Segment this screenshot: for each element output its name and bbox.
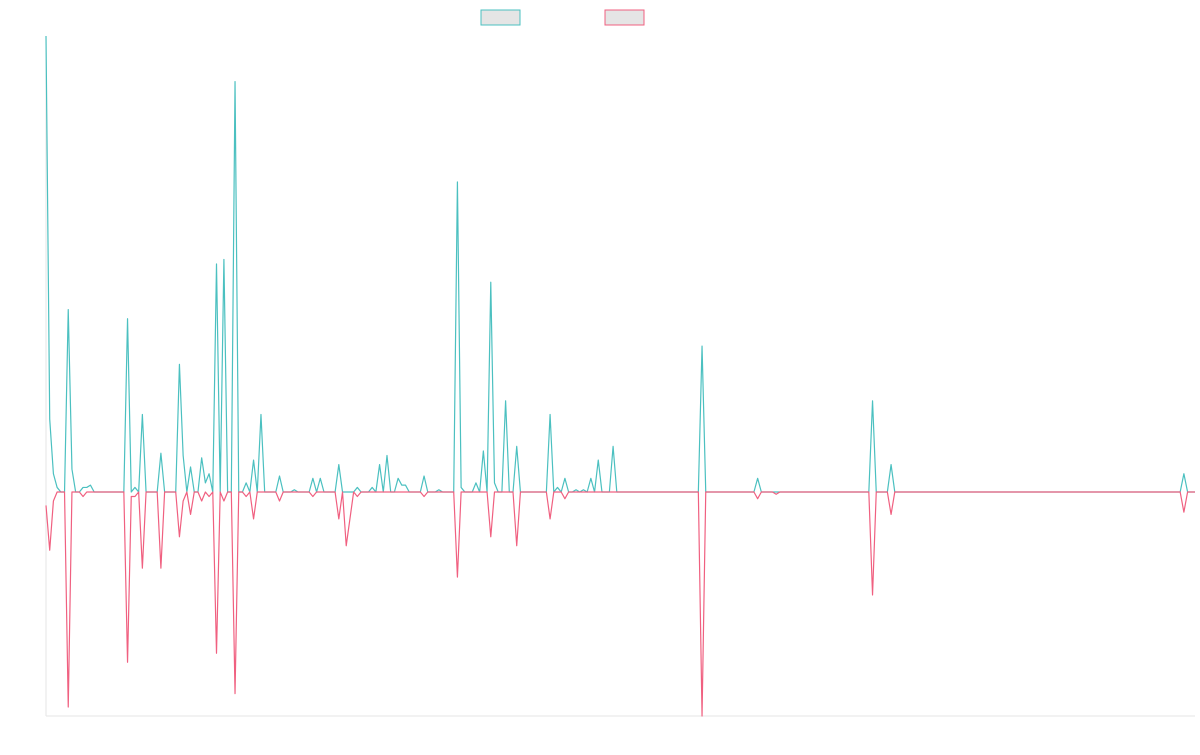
- chart-axes: [45, 36, 1195, 717]
- legend-swatch-1[interactable]: [480, 9, 521, 26]
- legend: [480, 9, 645, 26]
- series-line-2: [45, 491, 1195, 717]
- legend-swatch-2[interactable]: [604, 9, 645, 26]
- series-layer: [45, 35, 1195, 717]
- series-line-1: [45, 35, 1195, 493]
